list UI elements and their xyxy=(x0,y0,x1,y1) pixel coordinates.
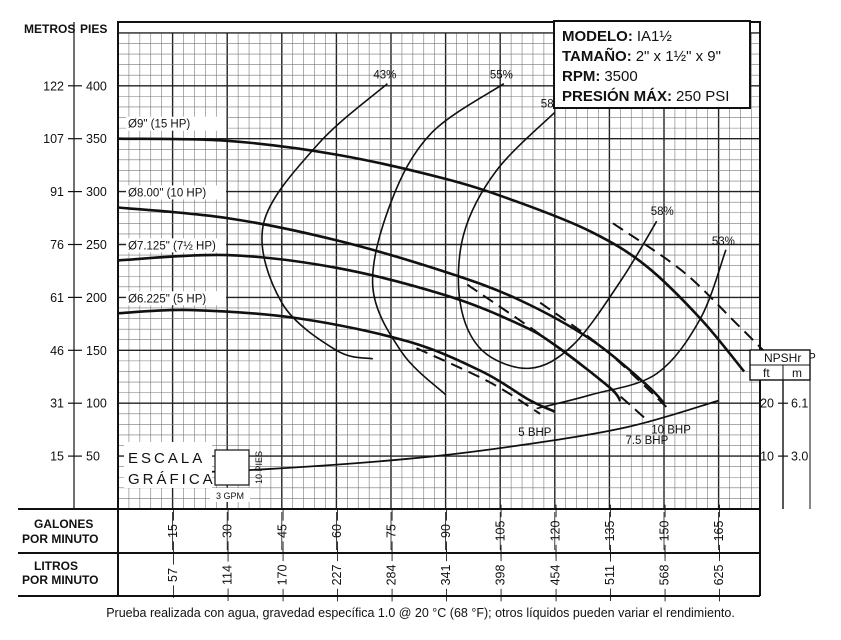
gpm-tick-label: — 165 — xyxy=(712,504,726,557)
meter-tick-label: 46 xyxy=(50,344,64,358)
bhp-line xyxy=(416,347,541,415)
gpm-axis-title-2: POR MINUTO xyxy=(22,532,98,546)
feet-tick-label: 300 xyxy=(86,185,107,199)
lpm-tick-label: — 114 — xyxy=(221,549,235,601)
npsh-axis-header: NPSHr ft m xyxy=(749,349,811,381)
bhp-line xyxy=(539,301,672,413)
head-curve-label: Ø7.125" (7½ HP) xyxy=(128,240,216,252)
size-label: TAMAÑO: xyxy=(562,47,632,65)
npsh-ft-tick-label: 20 xyxy=(760,397,774,411)
feet-tick-label: 350 xyxy=(86,132,107,146)
efficiency-curve xyxy=(457,111,658,370)
model-row: MODELO: IA1½ xyxy=(562,28,672,45)
pump-info-box: MODELO: IA1½ TAMAÑO: 2" x 1½" x 9" RPM: 350… xyxy=(553,20,751,109)
efficiency-curve xyxy=(261,83,388,360)
lpm-tick-label: — 170 — xyxy=(275,548,289,601)
gpm-tick-label: — 45 — xyxy=(275,508,289,554)
chart-footnote: Prueba realizada con agua, gravedad espe… xyxy=(106,606,735,620)
efficiency-curve xyxy=(536,249,727,410)
model-label: MODELO: xyxy=(562,28,633,45)
npsh-m-tick-label: 6.1 xyxy=(791,397,808,411)
npsh-ft-title: ft xyxy=(763,366,770,380)
efficiency-curve-label: 58% xyxy=(651,206,674,218)
gpm-tick-label: — 150 — xyxy=(658,504,672,557)
gpm-tick-label: — 120 — xyxy=(548,504,562,557)
pies-axis-title: PIES xyxy=(80,22,107,36)
head-label-bg xyxy=(126,291,226,306)
lpm-tick-label: — 284 — xyxy=(385,548,399,601)
scale-square xyxy=(214,449,250,486)
size-value: 2" x 1½" x 9" xyxy=(636,48,721,65)
lpm-tick-label: — 568 — xyxy=(658,548,672,601)
meter-tick-label: 61 xyxy=(50,291,64,305)
rpm-label: RPM: xyxy=(562,68,600,85)
gpm-tick-label: — 15 — xyxy=(166,508,180,554)
gpm-tick-label: — 60 — xyxy=(330,508,344,554)
meter-tick-label: 15 xyxy=(50,450,64,464)
rpm-value: 3500 xyxy=(604,68,637,85)
head-curve xyxy=(117,206,665,405)
npsh-m-tick-label: 3.0 xyxy=(791,450,808,464)
lpm-tick-label: — 227 — xyxy=(330,548,344,601)
head-curve-label: Ø9" (15 HP) xyxy=(128,119,190,131)
feet-tick-label: 150 xyxy=(86,344,107,358)
npsh-m-title: m xyxy=(792,366,802,380)
meter-tick-label: 91 xyxy=(50,185,64,199)
gpm-axis-title-1: GALONES xyxy=(34,517,93,531)
meter-tick-label: 122 xyxy=(43,79,64,93)
bhp-line-label: 7.5 BHP xyxy=(625,435,668,447)
meter-tick-label: 76 xyxy=(50,238,64,252)
gpm-tick-label: — 105 — xyxy=(494,504,508,557)
pressure-row: PRESIÓN MÁX: 250 PSI xyxy=(562,87,729,105)
lpm-axis-title-1: LITROS xyxy=(34,559,78,573)
gpm-tick-label: — 75 — xyxy=(385,508,399,554)
scale-vertical-label: 10 PIES xyxy=(254,451,264,484)
gpm-tick-label: — 30 — xyxy=(221,508,235,554)
efficiency-curve xyxy=(371,83,505,396)
scale-label-1: ESCALA xyxy=(128,450,205,467)
feet-tick-label: 250 xyxy=(86,238,107,252)
lpm-tick-label: — 625 — xyxy=(712,548,726,601)
pressure-value: 250 PSI xyxy=(676,88,729,105)
head-curve-label: Ø6.225" (5 HP) xyxy=(128,293,206,305)
head-label-bg xyxy=(126,185,226,200)
chart-labels: 50 15 100 31 150 46 200 61 250 76 300 91 350 107 400 12… xyxy=(43,70,816,602)
feet-tick-label: 400 xyxy=(86,79,107,93)
lpm-tick-label: — 454 — xyxy=(548,548,562,601)
efficiency-curve-label: 53% xyxy=(712,236,735,248)
lpm-tick-label: — 57 — xyxy=(166,552,180,598)
npsh-title: NPSHr xyxy=(764,351,801,365)
gpm-tick-label: — 135 — xyxy=(603,504,617,557)
feet-tick-label: 50 xyxy=(86,450,100,464)
bhp-line xyxy=(466,283,651,423)
meter-tick-label: 31 xyxy=(50,397,64,411)
model-value: IA1½ xyxy=(637,28,673,45)
meter-tick-label: 107 xyxy=(43,132,64,146)
size-row: TAMAÑO: 2" x 1½" x 9" xyxy=(562,47,721,65)
head-label-bg xyxy=(126,116,226,131)
gpm-tick-label: — 90 — xyxy=(439,508,453,554)
scale-label-2: GRÁFICA xyxy=(128,471,216,488)
bhp-line-label: 5 BHP xyxy=(518,427,552,439)
chart-curves xyxy=(117,83,785,476)
head-curve xyxy=(117,137,746,373)
feet-tick-label: 200 xyxy=(86,291,107,305)
scale-horizontal-label: 3 GPM xyxy=(216,491,244,501)
head-label-bg xyxy=(126,238,226,253)
pressure-label: PRESIÓN MÁX: xyxy=(562,87,672,105)
feet-tick-label: 100 xyxy=(86,397,107,411)
npsh-ft-tick-label: 10 xyxy=(760,450,774,464)
lpm-tick-label: — 511 — xyxy=(603,549,617,601)
metros-axis-title: METROS xyxy=(24,22,75,36)
lpm-tick-label: — 341 — xyxy=(439,548,453,601)
efficiency-curve-label: 55% xyxy=(490,70,513,82)
graphic-scale: ESCALA GRÁFICA 3 GPM 10 PIES xyxy=(124,442,264,502)
lpm-tick-label: — 398 — xyxy=(494,548,508,601)
rpm-row: RPM: 3500 xyxy=(562,68,638,85)
head-curve-label: Ø8.00" (10 HP) xyxy=(128,187,206,199)
efficiency-curve-label: 43% xyxy=(373,70,396,82)
lpm-axis-title-2: POR MINUTO xyxy=(22,573,98,587)
bhp-line-label: 10 BHP xyxy=(651,425,691,437)
